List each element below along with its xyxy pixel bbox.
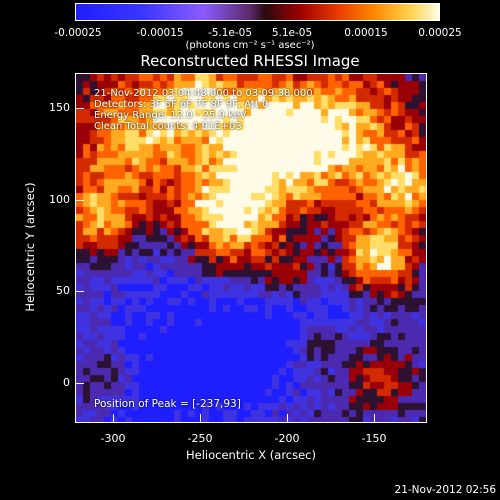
- colorbar-tick: -5.1e-05: [207, 27, 253, 39]
- colorbar-tick: 5.1e-05: [271, 27, 313, 39]
- time-range-label: 21-Nov-2012 03:04:48.000 to 03:09:38.000: [94, 88, 313, 99]
- colorbar-tick: 0.00025: [418, 27, 462, 39]
- colorbar-tick: 0.00015: [344, 27, 388, 39]
- x-tick-mark: [287, 414, 288, 422]
- rhessi-image: [75, 73, 427, 423]
- y-tick-mark: [76, 108, 84, 109]
- y-tick-label: 150: [49, 101, 70, 114]
- colorbar-tick: -0.00015: [136, 27, 184, 39]
- energy-label: Energy Range: 12.0 - 25.0 keV: [94, 110, 247, 121]
- detectors-label: Detectors: 3F 5F 6F 7F 8F 9F, Att 0: [94, 99, 269, 110]
- plot-timestamp: 21-Nov-2012 02:56: [394, 484, 496, 496]
- heatmap-canvas: [76, 74, 426, 422]
- y-tick-label: 50: [56, 284, 70, 297]
- image-title: Reconstructed RHESSI Image: [140, 52, 360, 70]
- x-axis-label: Heliocentric X (arcsec): [186, 448, 316, 462]
- y-axis-label: Heliocentric Y (arcsec): [23, 182, 37, 312]
- x-tick-mark: [113, 414, 114, 422]
- peak-position-label: Position of Peak = [-237,93]: [94, 398, 241, 410]
- x-tick-label: -150: [361, 432, 387, 445]
- y-tick-label: 100: [49, 193, 70, 206]
- colorbar-units: (photons cm⁻² s⁻¹ asec⁻²): [185, 40, 315, 51]
- x-tick-mark: [200, 414, 201, 422]
- colorbar: [75, 3, 440, 21]
- method-label: Clean Total counts: 4.91E+03: [94, 121, 242, 132]
- y-tick-mark: [76, 383, 84, 384]
- x-tick-mark: [374, 414, 375, 422]
- y-tick-label: 0: [63, 376, 70, 389]
- x-tick-label: -200: [274, 432, 300, 445]
- x-tick-label: -250: [187, 432, 213, 445]
- y-tick-mark: [76, 291, 84, 292]
- y-tick-mark: [76, 200, 84, 201]
- x-tick-label: -300: [100, 432, 126, 445]
- colorbar-tick: -0.00025: [54, 27, 102, 39]
